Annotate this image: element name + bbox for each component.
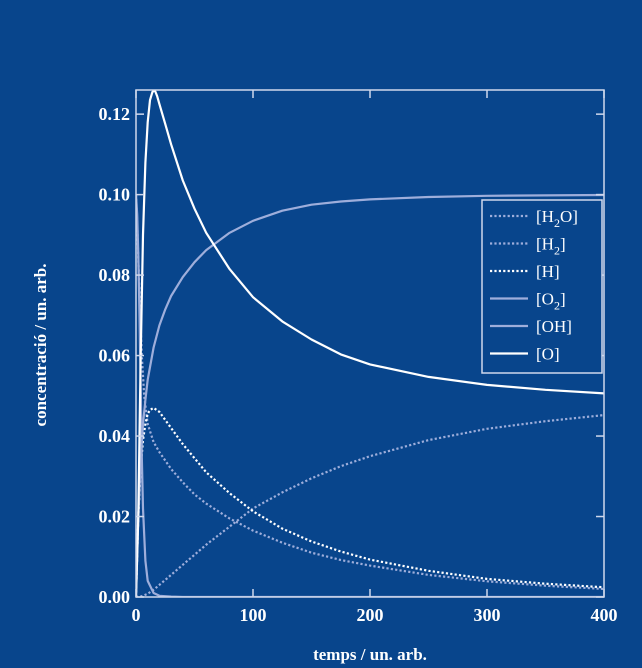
y-tick-label: 0.12 [99,104,131,124]
axes: 0 100 200 300 400 0.00 0.02 0.04 0.06 0.08 0.10 0.1… [99,89,618,625]
legend-label: [O2] [536,290,566,313]
x-tick-label: 400 [591,605,618,625]
y-axis-title: concentració / un. arb. [31,264,50,427]
plot-area [136,90,604,597]
legend-box [481,199,603,374]
legend-label-subscript: 2 [554,244,560,258]
y-tick-label: 0.00 [99,587,131,607]
y-tick-label: 0.04 [99,426,131,446]
legend-label-subscript: 2 [554,299,560,313]
y-tick-label: 0.10 [99,185,131,205]
x-axis-title: temps / un. arb. [313,645,427,664]
y-tick-label: 0.06 [99,346,131,366]
x-tick-label: 300 [474,605,501,625]
y-tick-label: 0.02 [99,507,131,527]
y-tick-label: 0.08 [99,265,131,285]
legend-label-main: [H [536,207,554,226]
legend-label-main: [OH] [536,317,572,336]
legend-label-main: [H [536,235,554,254]
legend-label: [H2] [536,235,566,258]
legend-label-tail: ] [560,235,566,254]
legend-label: [H] [536,262,560,281]
x-tick-label: 100 [240,605,267,625]
legend-label-main: [O] [536,345,560,364]
legend: [H2O][H2][H][O2][OH][O] [481,199,603,374]
series-line-0 [136,414,604,597]
series-line-4 [136,193,604,597]
series-line-5 [136,90,604,597]
legend-label-tail: ] [560,290,566,309]
legend-label-subscript: 2 [554,216,560,230]
legend-label-main: [O [536,290,554,309]
legend-label-main: [H] [536,262,560,281]
series-line-2 [136,406,604,597]
legend-label: [O] [536,345,560,364]
x-tick-label: 0 [132,605,141,625]
x-tick-label: 200 [357,605,384,625]
legend-label-tail: O] [560,207,578,226]
legend-label: [OH] [536,317,572,336]
legend-label: [H2O] [536,207,578,230]
